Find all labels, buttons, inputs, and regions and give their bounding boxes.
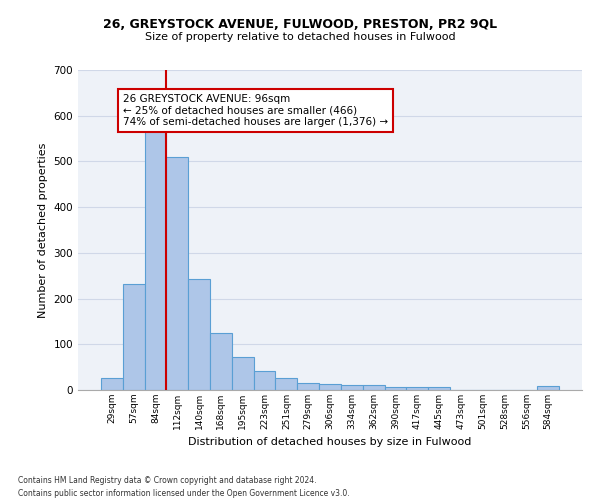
Bar bbox=[254, 371, 275, 390]
Text: Contains public sector information licensed under the Open Government Licence v3: Contains public sector information licen… bbox=[18, 488, 350, 498]
Bar bbox=[123, 284, 145, 390]
Text: Contains HM Land Registry data © Crown copyright and database right 2024.: Contains HM Land Registry data © Crown c… bbox=[18, 476, 317, 485]
Bar bbox=[406, 388, 428, 390]
Bar bbox=[385, 388, 406, 390]
Bar bbox=[428, 388, 450, 390]
Bar bbox=[275, 378, 297, 390]
Text: Size of property relative to detached houses in Fulwood: Size of property relative to detached ho… bbox=[145, 32, 455, 42]
Text: 26, GREYSTOCK AVENUE, FULWOOD, PRESTON, PR2 9QL: 26, GREYSTOCK AVENUE, FULWOOD, PRESTON, … bbox=[103, 18, 497, 30]
Bar bbox=[101, 378, 123, 390]
Y-axis label: Number of detached properties: Number of detached properties bbox=[38, 142, 48, 318]
Bar bbox=[145, 127, 166, 390]
Bar bbox=[166, 157, 188, 390]
Bar bbox=[232, 357, 254, 390]
X-axis label: Distribution of detached houses by size in Fulwood: Distribution of detached houses by size … bbox=[188, 438, 472, 448]
Bar bbox=[188, 280, 210, 390]
Bar bbox=[297, 383, 319, 390]
Bar bbox=[341, 386, 363, 390]
Bar bbox=[210, 333, 232, 390]
Bar bbox=[363, 386, 385, 390]
Text: 26 GREYSTOCK AVENUE: 96sqm
← 25% of detached houses are smaller (466)
74% of sem: 26 GREYSTOCK AVENUE: 96sqm ← 25% of deta… bbox=[123, 94, 388, 127]
Bar bbox=[537, 386, 559, 390]
Bar bbox=[319, 384, 341, 390]
